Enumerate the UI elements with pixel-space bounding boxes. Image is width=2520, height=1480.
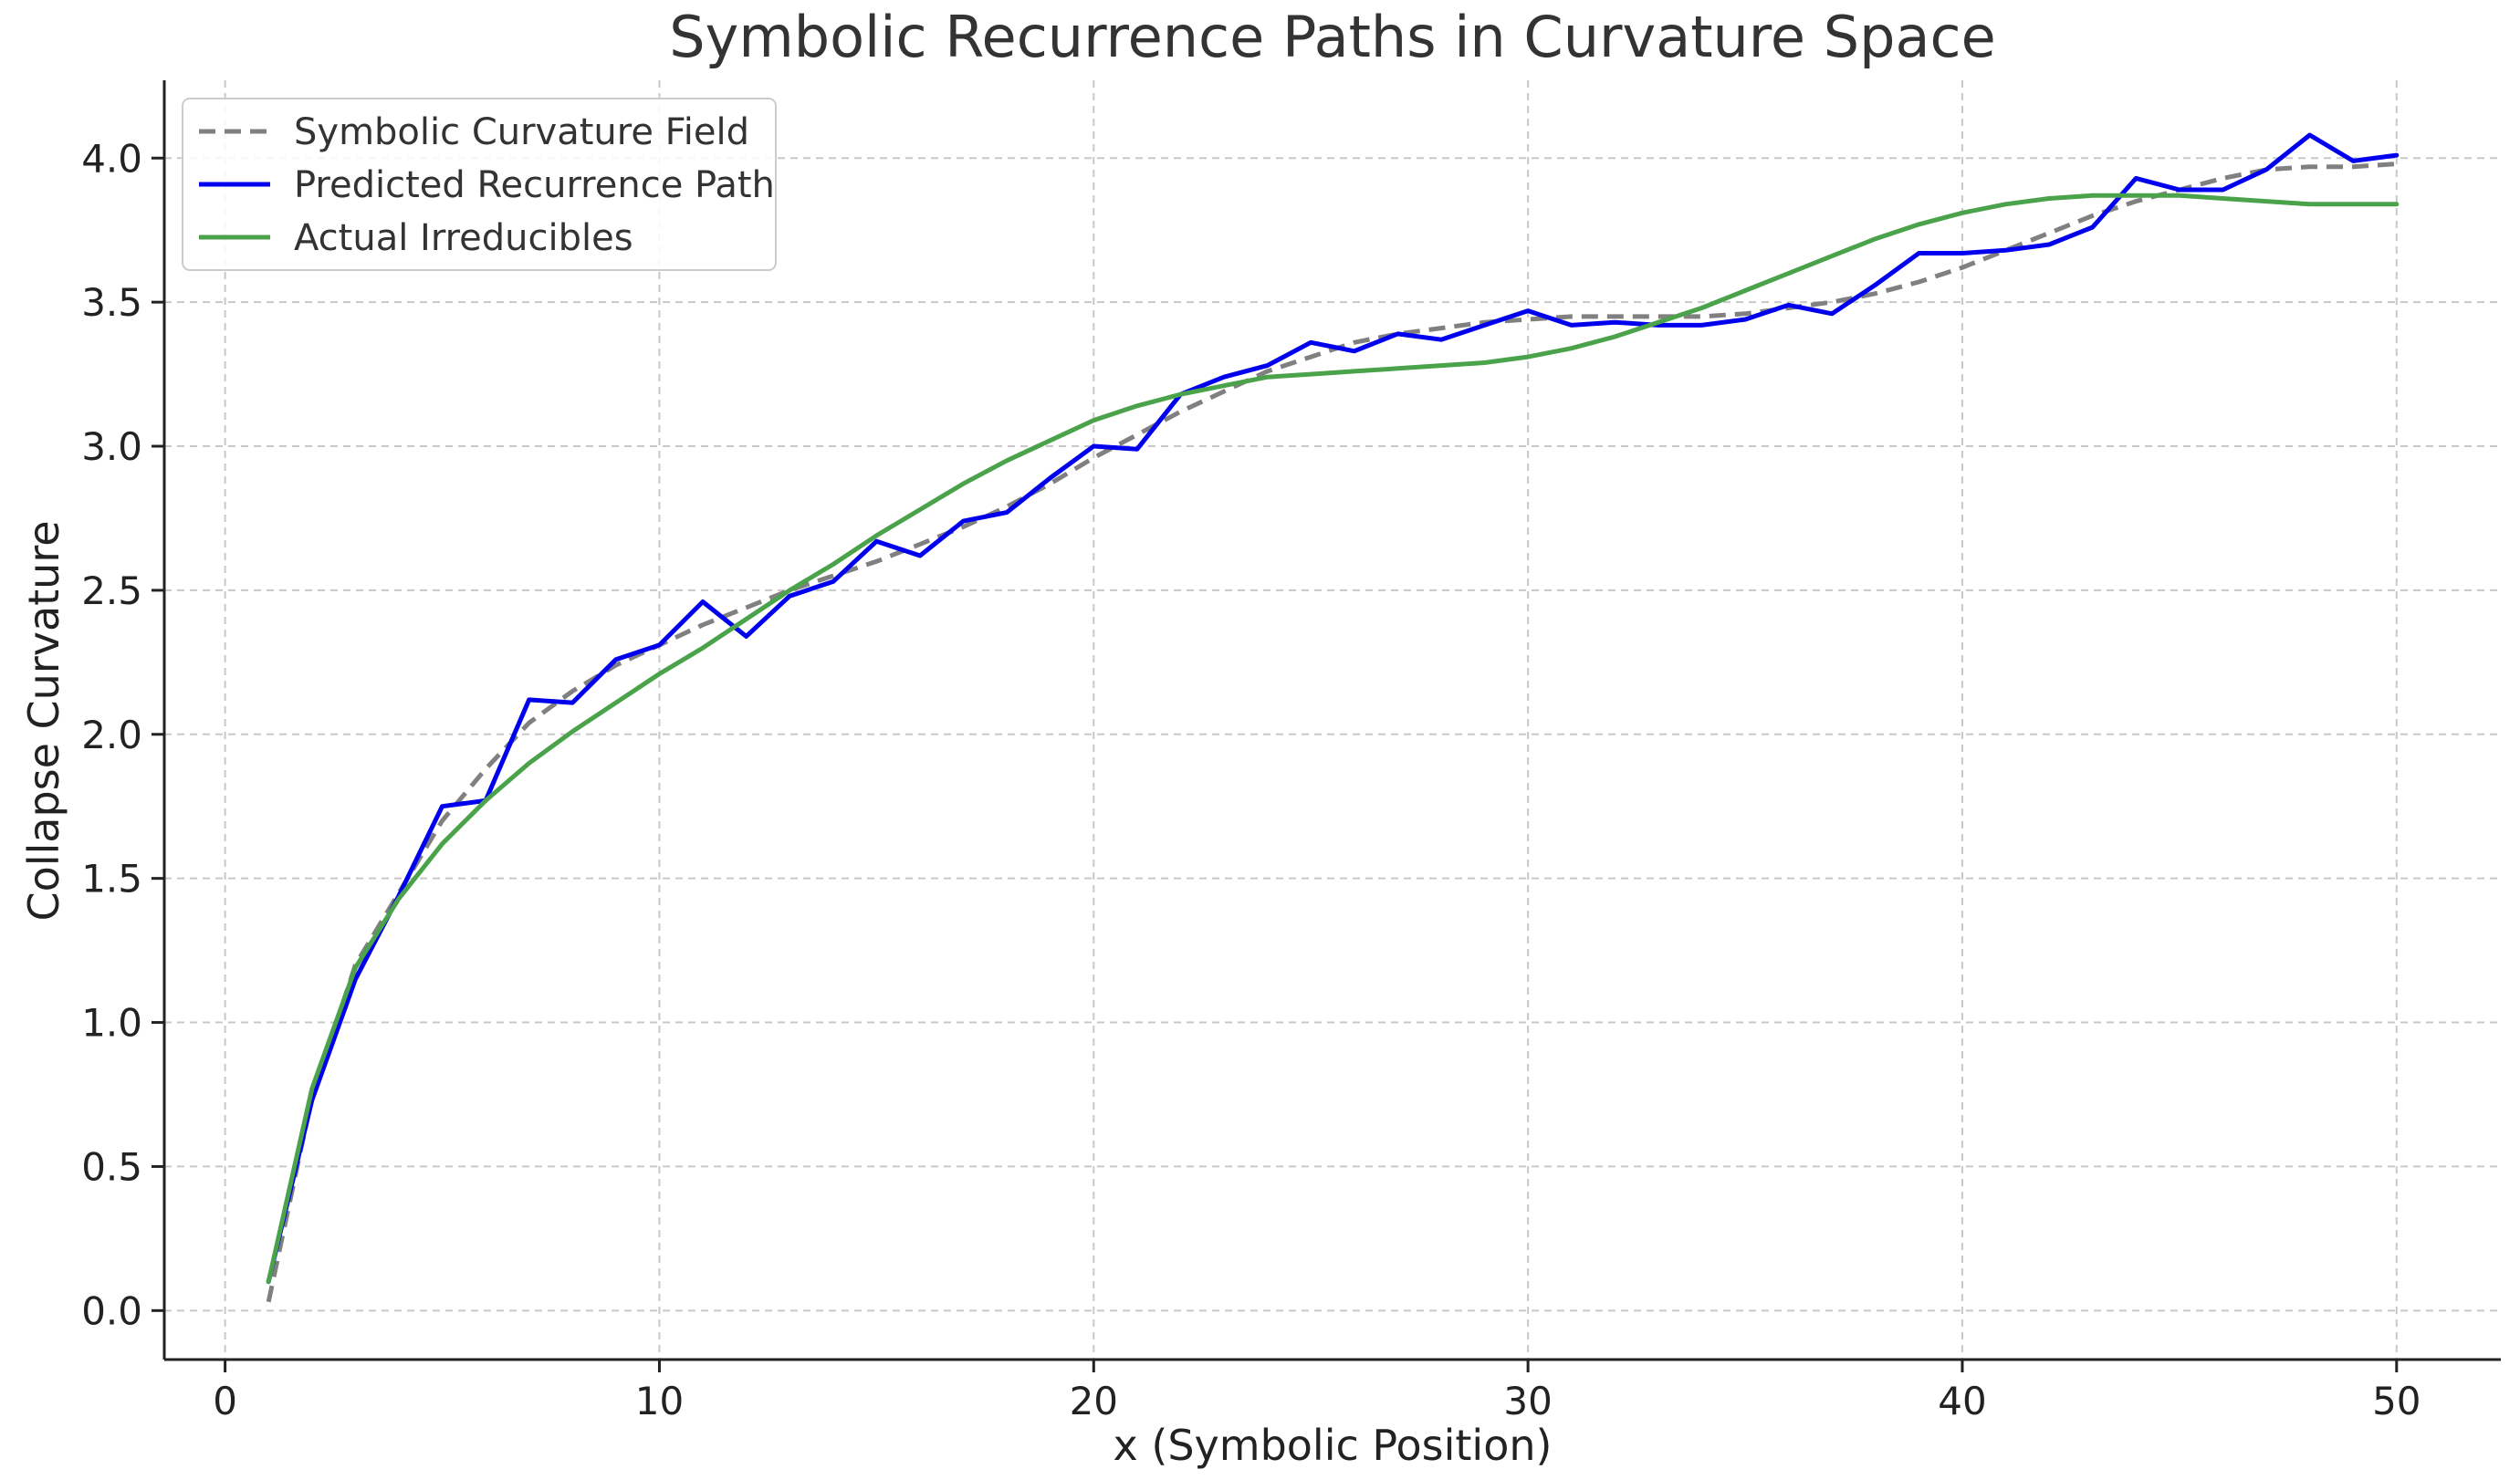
grid-layer (164, 80, 2501, 1360)
legend: Symbolic Curvature Field Predicted Recurr… (182, 98, 777, 271)
legend-label: Actual Irreducibles (294, 217, 633, 259)
y-tick-label: 0.5 (81, 1144, 142, 1189)
series-layer (266, 132, 2400, 1303)
x-tick-label: 0 (213, 1379, 237, 1423)
x-tick-label: 40 (1938, 1379, 1986, 1423)
y-tick-label: 0.0 (81, 1288, 142, 1333)
y-tick-label: 4.0 (81, 136, 142, 181)
series-line-3 (266, 193, 2400, 1285)
x-tick-label: 10 (635, 1379, 684, 1423)
legend-box (182, 98, 777, 271)
y-tick-label: 2.5 (81, 568, 142, 613)
y-tick-label: 3.5 (81, 280, 142, 325)
y-axis-label: Collapse Curvature (19, 520, 68, 921)
x-axis-label: x (Symbolic Position) (1114, 1421, 1553, 1470)
series-line-1 (266, 162, 2397, 1303)
legend-label: Predicted Recurrence Path (294, 164, 775, 206)
x-tick-label: 30 (1503, 1379, 1552, 1423)
legend-label: Symbolic Curvature Field (294, 111, 749, 153)
y-tick-label: 3.0 (81, 424, 142, 469)
series-line-2 (266, 132, 2400, 1285)
y-tick-label: 1.5 (81, 857, 142, 902)
y-tick-label: 1.0 (81, 1001, 142, 1046)
y-tick-label: 2.0 (81, 713, 142, 757)
axes-layer: 0 10 20 30 40 50 0.0 0.5 1.0 1.5 2.0 2.5 3.0 3.5 4.0 (81, 80, 2501, 1423)
x-tick-label: 50 (2372, 1379, 2421, 1423)
x-tick-label: 20 (1070, 1379, 1118, 1423)
chart-title: Symbolic Recurrence Paths in Curvature S… (669, 4, 1995, 70)
